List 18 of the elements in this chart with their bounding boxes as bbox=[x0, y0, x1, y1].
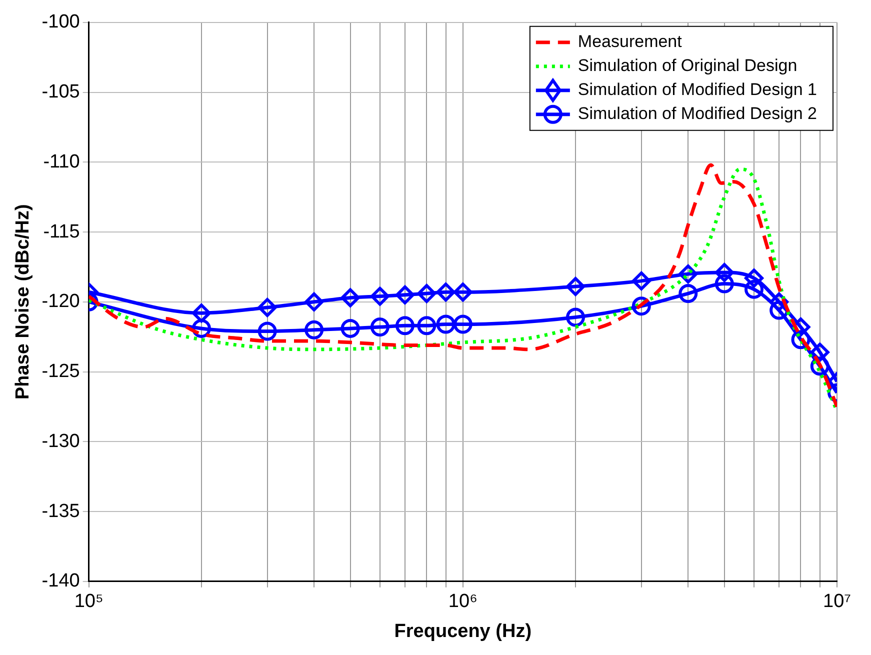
y-axis-title: Phase Noise (dBc/Hz) bbox=[12, 204, 34, 400]
legend-label: Simulation of Modified Design 2 bbox=[578, 104, 818, 124]
x-tick-label: 10⁵ bbox=[74, 591, 104, 612]
x-axis-title: Frequceny (Hz) bbox=[394, 620, 532, 642]
x-tick-label: 10⁷ bbox=[822, 591, 852, 612]
legend-label: Measurement bbox=[578, 32, 682, 52]
legend-label: Simulation of Original Design bbox=[578, 56, 798, 76]
y-tick-label: -125 bbox=[42, 361, 80, 382]
y-tick-label: -105 bbox=[42, 82, 80, 103]
y-tick-label: -100 bbox=[42, 12, 80, 33]
x-tick-label: 10⁶ bbox=[448, 591, 478, 612]
y-tick-label: -130 bbox=[42, 430, 80, 452]
y-tick-label: -120 bbox=[42, 291, 80, 312]
y-tick-label: -135 bbox=[42, 500, 80, 522]
y-tick-label: -140 bbox=[42, 570, 80, 592]
y-tick-label: -110 bbox=[43, 151, 80, 172]
legend-label: Simulation of Modified Design 1 bbox=[578, 80, 818, 100]
y-tick-label: -115 bbox=[43, 221, 80, 242]
